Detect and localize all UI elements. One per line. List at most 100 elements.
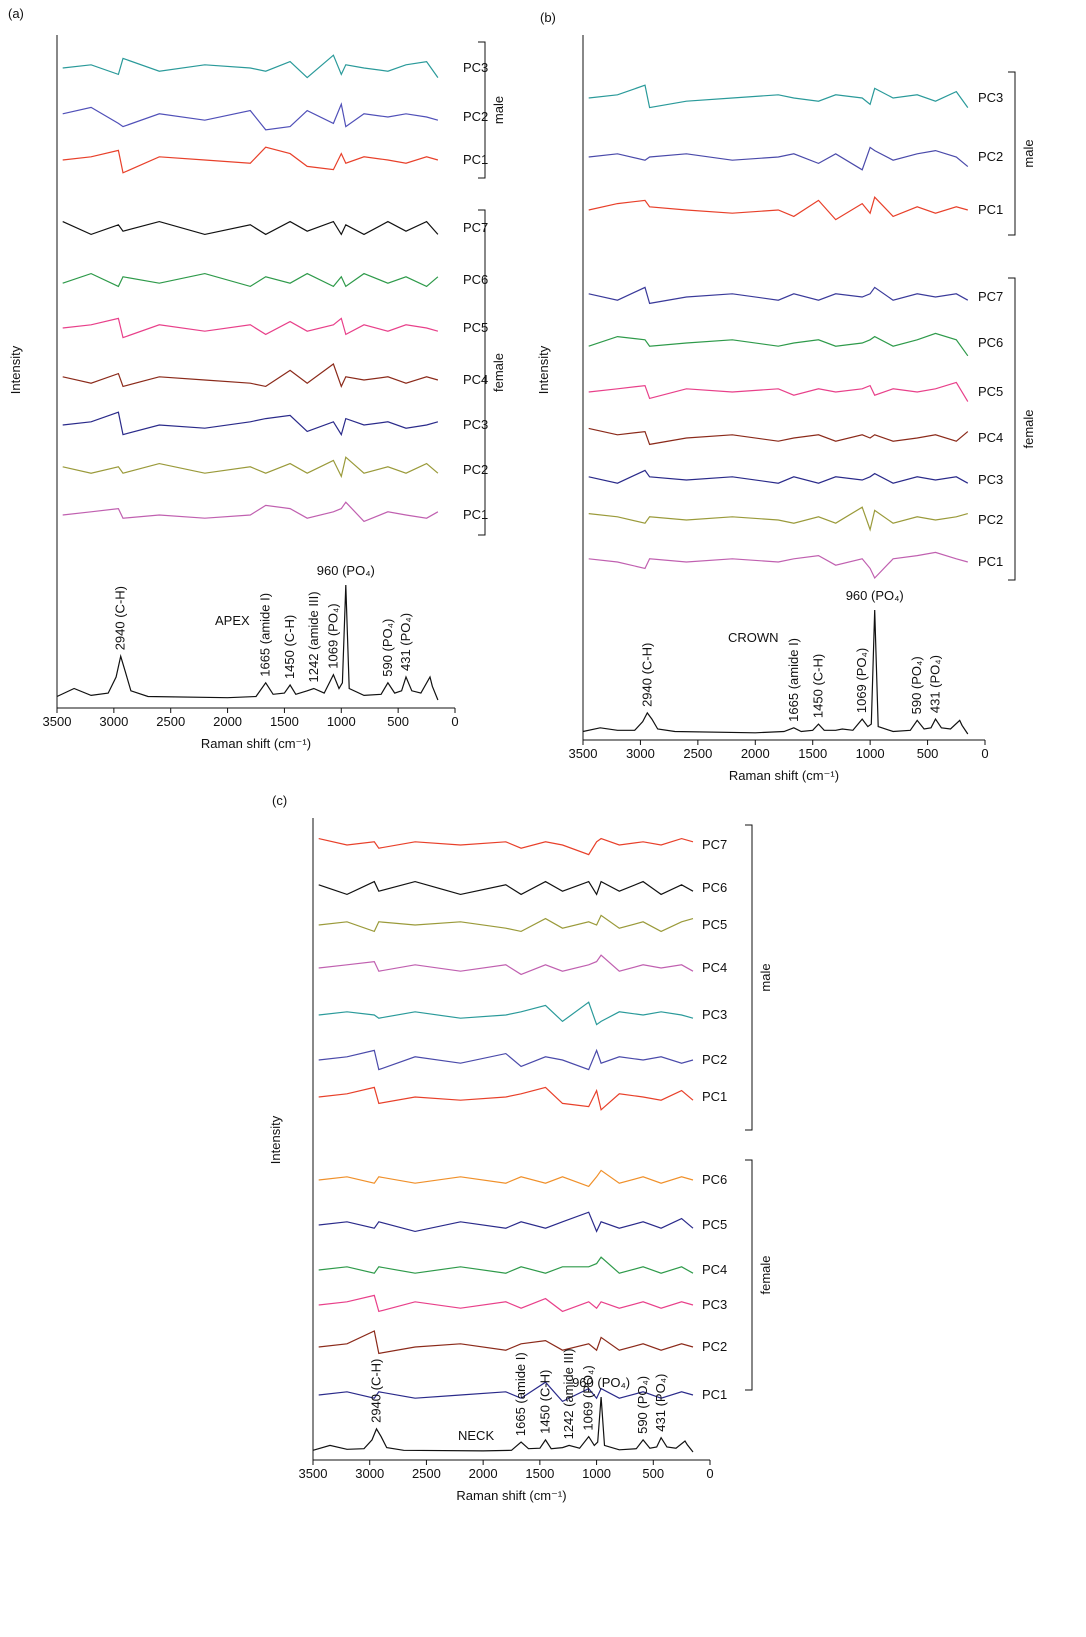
pc-line (588, 469, 969, 484)
series-label: PC3 (978, 90, 1003, 105)
series-label: PC1 (978, 202, 1003, 217)
x-tick-label: 2500 (683, 746, 712, 761)
pc-line (588, 506, 968, 532)
series-label: PC6 (463, 272, 488, 287)
peak-annotation: 1069 (PO₄) (581, 1365, 596, 1430)
x-tick-label: 0 (706, 1466, 713, 1481)
pc-line (62, 501, 439, 523)
series-label: PC3 (463, 60, 488, 75)
x-axis-label: Raman shift (cm⁻¹) (201, 736, 311, 751)
x-tick-label: 3500 (43, 714, 72, 729)
pc-line (318, 1086, 694, 1111)
series-label: PC4 (702, 1262, 727, 1277)
pc-line (318, 880, 694, 896)
pc-line (318, 1256, 694, 1274)
peak-annotation: 1450 (C-H) (810, 654, 825, 718)
group-bracket (478, 209, 486, 536)
group-bracket (745, 824, 753, 1131)
pc-line (62, 456, 439, 479)
series-label: PC5 (463, 320, 488, 335)
peak-annotation: 1450 (C-H) (538, 1370, 553, 1434)
pc-line (588, 381, 969, 402)
series-label: PC4 (978, 430, 1003, 445)
series-label: PC3 (463, 417, 488, 432)
pc-line (588, 84, 969, 109)
x-tick-label: 500 (387, 714, 409, 729)
peak-annotation: 1069 (PO₄) (325, 603, 340, 668)
peak-annotation: 1242 (amide III) (306, 591, 321, 682)
peak-annotation: 960 (PO₄) (572, 1375, 630, 1390)
panel-label: (a) (8, 6, 24, 21)
x-tick-label: 3000 (99, 714, 128, 729)
x-tick-label: 0 (451, 714, 458, 729)
peak-annotation: 590 (PO₄) (909, 656, 924, 714)
pc-line (588, 146, 969, 171)
x-tick-label: 1500 (798, 746, 827, 761)
region-label: APEX (215, 613, 250, 628)
series-label: PC6 (978, 335, 1003, 350)
y-axis-label: Intensity (268, 1115, 283, 1164)
group-bracket (1008, 71, 1016, 236)
group-bracket (745, 1159, 753, 1391)
series-label: PC5 (702, 917, 727, 932)
series-label: PC3 (702, 1007, 727, 1022)
series-label: PC1 (702, 1387, 727, 1402)
series-label: PC2 (463, 109, 488, 124)
pc-line (318, 914, 694, 933)
x-tick-label: 3500 (299, 1466, 328, 1481)
x-tick-label: 1000 (327, 714, 356, 729)
series-label: PC5 (702, 1217, 727, 1232)
pc-line (318, 954, 694, 976)
peak-annotation: 1069 (PO₄) (854, 648, 869, 713)
series-label: PC1 (702, 1089, 727, 1104)
peak-annotation: 431 (PO₄) (927, 655, 942, 713)
region-label: NECK (458, 1428, 494, 1443)
x-tick-label: 1000 (582, 1466, 611, 1481)
peak-annotation: 2940 (C-H) (369, 1359, 384, 1423)
peak-annotation: 590 (PO₄) (380, 619, 395, 677)
peak-annotation: 1450 (C-H) (282, 615, 297, 679)
group-label: male (491, 96, 506, 124)
panel-label: (c) (272, 793, 287, 808)
pc-line (318, 1169, 694, 1188)
x-axis-label: Raman shift (cm⁻¹) (456, 1488, 566, 1503)
x-tick-label: 2000 (741, 746, 770, 761)
series-label: PC7 (978, 289, 1003, 304)
peak-annotation: 2940 (C-H) (639, 643, 654, 707)
pc-line (62, 272, 439, 288)
series-label: PC7 (702, 837, 727, 852)
pc-line (62, 220, 439, 236)
pc-line (318, 1001, 694, 1026)
series-label: PC6 (702, 880, 727, 895)
panel-label: (b) (540, 10, 556, 25)
series-label: PC2 (702, 1052, 727, 1067)
pc-line (588, 286, 969, 305)
group-label: male (758, 963, 773, 991)
x-axis-label: Raman shift (cm⁻¹) (729, 768, 839, 783)
group-bracket (478, 41, 486, 179)
group-label: male (1021, 139, 1036, 167)
pc-line (588, 551, 968, 580)
peak-annotation: 431 (PO₄) (653, 1374, 668, 1432)
x-tick-label: 3500 (569, 746, 598, 761)
x-tick-label: 3000 (626, 746, 655, 761)
series-label: PC1 (463, 152, 488, 167)
pc-line (588, 427, 969, 446)
group-label: female (491, 353, 506, 392)
pc-line (318, 1048, 694, 1071)
series-label: PC6 (702, 1172, 727, 1187)
peak-annotation: 1665 (amide I) (513, 1352, 528, 1436)
x-tick-label: 3000 (355, 1466, 384, 1481)
region-label: CROWN (728, 630, 779, 645)
series-label: PC5 (978, 384, 1003, 399)
x-tick-label: 0 (981, 746, 988, 761)
series-label: PC7 (463, 220, 488, 235)
group-label: female (758, 1255, 773, 1294)
reference-spectrum (312, 1396, 694, 1453)
group-label: female (1021, 409, 1036, 448)
peak-annotation: 2940 (C-H) (113, 586, 128, 650)
pc-line (588, 332, 969, 357)
peak-annotation: 1665 (amide I) (786, 638, 801, 722)
x-tick-label: 1500 (270, 714, 299, 729)
